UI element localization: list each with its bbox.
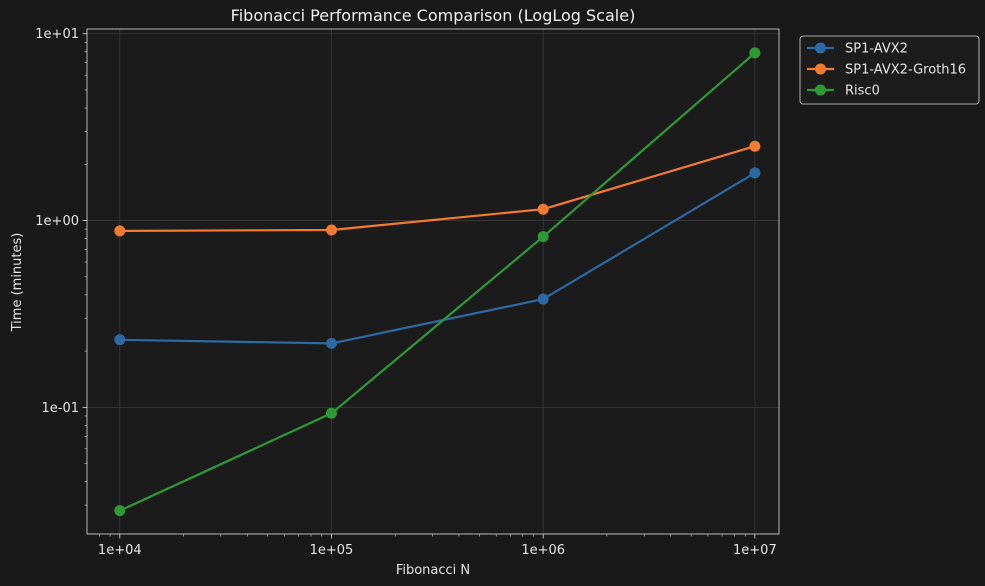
legend-swatch-marker xyxy=(815,63,826,75)
y-axis-label: Time (minutes) xyxy=(10,233,25,333)
legend-box xyxy=(799,35,980,105)
data-point xyxy=(537,293,549,305)
y-tick-label: 1e-01 xyxy=(41,401,79,416)
data-point xyxy=(325,337,337,349)
series-line-2 xyxy=(119,52,756,512)
legend-swatch-marker xyxy=(815,84,826,96)
plot-area: 1e+04 1e+05 1e+06 1e+07 1e-01 1e+00 1e+01 xyxy=(35,27,780,558)
legend-swatch-marker xyxy=(815,42,826,54)
legend-entry: SP1-AVX2-Groth16 xyxy=(845,63,966,78)
x-tick-label: 1e+06 xyxy=(521,543,565,558)
legend: SP1-AVX2 SP1-AVX2-Groth16 Risc0 xyxy=(799,35,980,105)
series-line-1 xyxy=(119,145,756,232)
x-axis-label: Fibonacci N xyxy=(396,563,470,578)
data-point xyxy=(114,505,126,517)
y-tick-label: 1e+01 xyxy=(35,27,79,42)
data-point xyxy=(114,334,126,346)
x-tick-label: 1e+04 xyxy=(98,543,142,558)
x-tick-label: 1e+05 xyxy=(310,543,354,558)
data-point xyxy=(325,224,337,236)
axes-frame xyxy=(86,28,780,535)
series-line-0 xyxy=(119,171,756,345)
data-point xyxy=(114,225,126,237)
data-point xyxy=(749,167,761,179)
data-point xyxy=(749,47,761,59)
chart-title: Fibonacci Performance Comparison (LogLog… xyxy=(231,6,636,25)
data-point xyxy=(325,407,337,419)
x-tick-label: 1e+07 xyxy=(733,543,777,558)
plot-background xyxy=(87,29,779,534)
data-point xyxy=(537,231,549,243)
data-point xyxy=(749,140,761,152)
legend-entry: Risc0 xyxy=(845,84,880,99)
legend-entry: SP1-AVX2 xyxy=(845,42,908,57)
data-point xyxy=(537,203,549,215)
y-tick-label: 1e+00 xyxy=(35,214,79,229)
